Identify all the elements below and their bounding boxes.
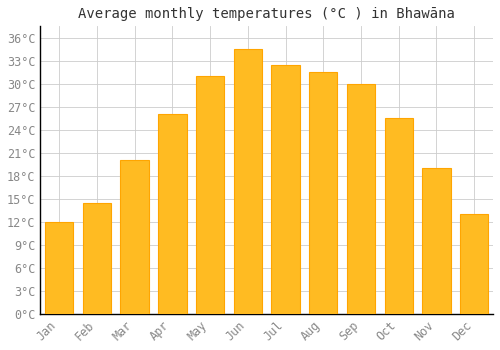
Bar — [83, 203, 111, 314]
Bar — [196, 76, 224, 314]
Bar — [460, 214, 488, 314]
Bar — [45, 222, 74, 314]
Bar — [347, 84, 375, 314]
Bar — [272, 65, 299, 314]
Bar — [158, 114, 186, 314]
Title: Average monthly temperatures (°C ) in Bhawāna: Average monthly temperatures (°C ) in Bh… — [78, 7, 455, 21]
Bar — [384, 118, 413, 314]
Bar — [309, 72, 338, 314]
Bar — [234, 49, 262, 314]
Bar — [120, 161, 149, 314]
Bar — [422, 168, 450, 314]
